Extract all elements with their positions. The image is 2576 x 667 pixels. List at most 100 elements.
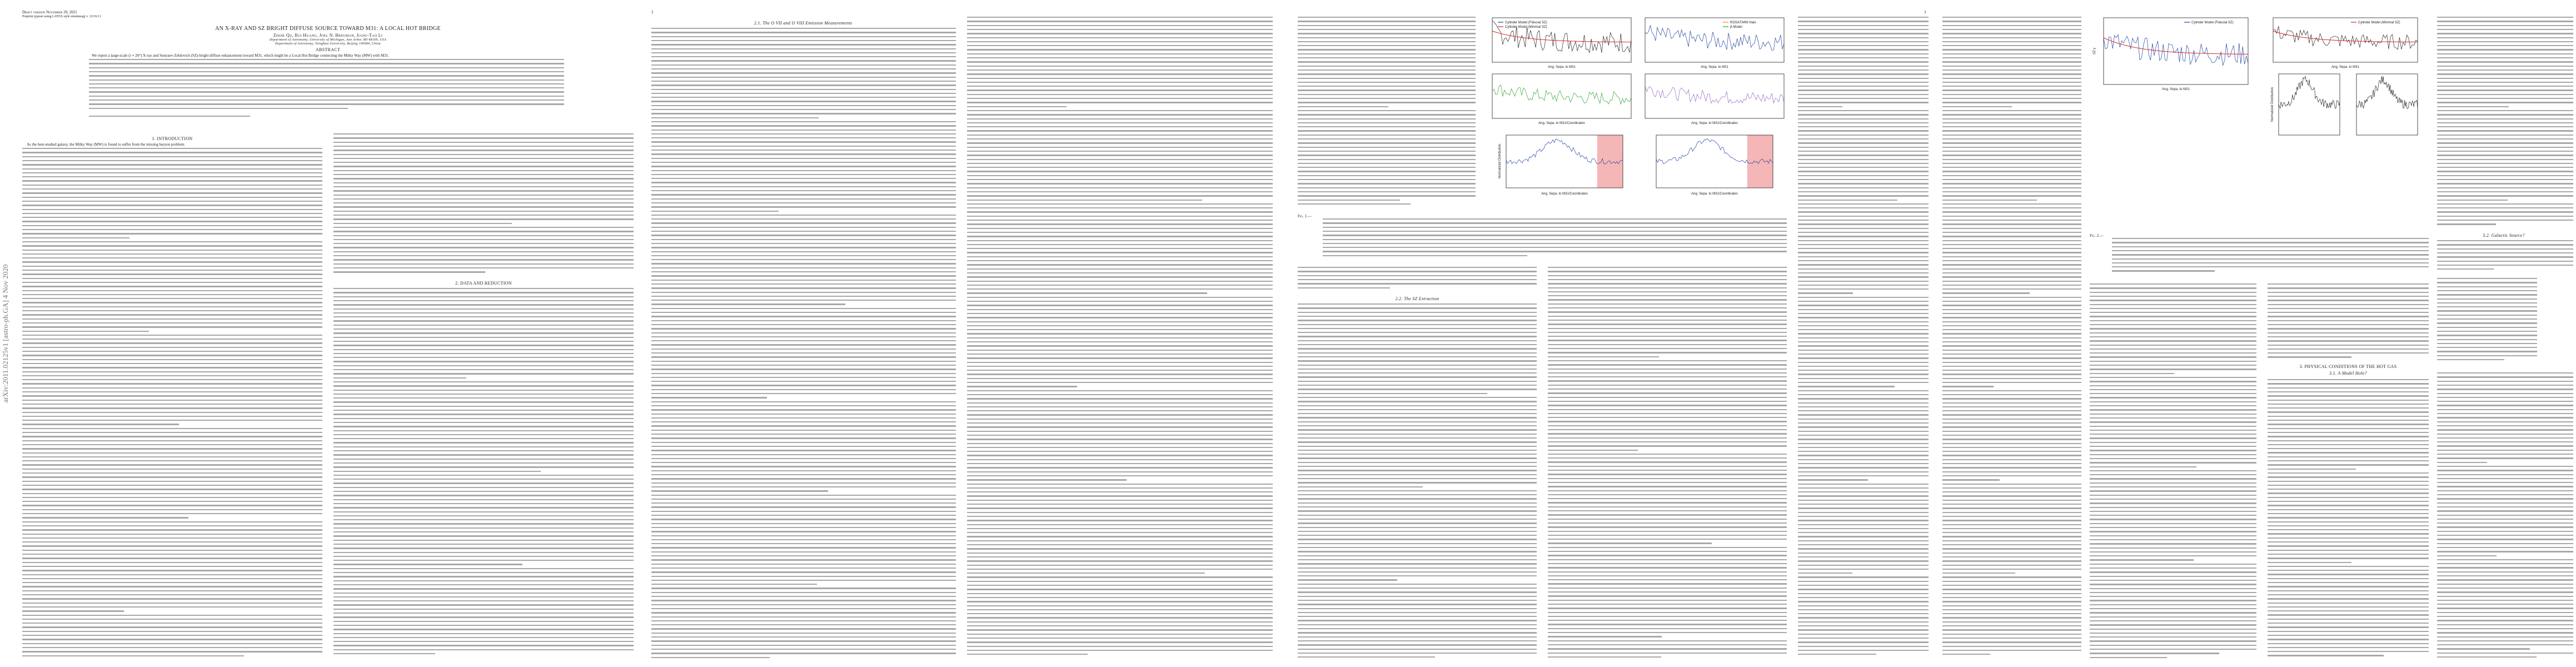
text-line: [333, 312, 634, 314]
text-line: [2112, 246, 2429, 247]
text-line: [22, 265, 322, 267]
text-line: [1323, 255, 1527, 257]
text-line: [1798, 345, 1929, 347]
text-line: [1798, 296, 1929, 298]
text-line: [651, 303, 845, 305]
text-line: [1798, 248, 1929, 250]
text-line: [1798, 361, 1929, 363]
text-line: [1942, 57, 2081, 59]
text-line: [651, 161, 956, 163]
text-line: [2437, 502, 2573, 504]
text-line: [1798, 317, 1929, 318]
text-line: [2090, 344, 2256, 346]
section-heading: 2. DATA AND REDUCTION: [455, 281, 512, 286]
text-line: [651, 457, 956, 460]
text-line: [22, 339, 322, 340]
text-line: [651, 271, 956, 273]
text-line: [1942, 463, 2081, 465]
text-line: [1548, 356, 1660, 357]
text-line: [967, 511, 1273, 513]
text-line: [967, 102, 1273, 103]
text-line: [1298, 392, 1487, 394]
text-line: [2437, 326, 2537, 328]
text-line: [651, 421, 956, 423]
authors: Zhijie Qu, Rui Huang, Joel N. Bregman, J…: [273, 33, 383, 38]
text-line: [1942, 374, 2081, 375]
text-line: [333, 454, 634, 456]
text-line: [967, 28, 1273, 31]
text-line: [333, 458, 634, 460]
text-line: [333, 442, 634, 444]
text-line: [1942, 248, 2081, 250]
text-line: [1548, 441, 1787, 443]
text-line: [1798, 645, 1929, 647]
text-line: [1798, 495, 1929, 497]
text-line: [333, 588, 634, 590]
axes-frame: [1506, 135, 1623, 188]
text-line: [2268, 549, 2429, 551]
text-line: [2437, 542, 2573, 544]
text-line: [1298, 559, 1537, 561]
text-line: [1298, 632, 1537, 634]
text-line: [1942, 410, 2081, 412]
text-line: [1548, 470, 1787, 471]
text-line: [2437, 81, 2573, 83]
text-line: [1942, 187, 2081, 188]
text-line: [2437, 248, 2573, 250]
text-line: [1298, 155, 1476, 156]
text-line: [651, 348, 956, 350]
text-line: [333, 263, 634, 265]
text-line: [2268, 586, 2429, 588]
text-line: [1298, 93, 1476, 96]
text-line: [1798, 142, 1929, 144]
text-line: [1942, 422, 2081, 424]
text-line: [1798, 349, 1929, 351]
text-line: [967, 629, 1273, 631]
text-line: [22, 261, 322, 263]
text-line: [967, 585, 1273, 586]
text-line: [22, 590, 322, 592]
page-number: 3: [1924, 10, 1926, 14]
text-line: [2437, 413, 2573, 415]
section-heading: 3.1. A Model Hole?: [2329, 371, 2367, 376]
text-line: [651, 88, 956, 90]
text-line: [967, 155, 1273, 156]
text-line: [22, 618, 322, 620]
text-line: [1548, 453, 1787, 455]
text-line: [651, 429, 956, 431]
text-line: [1942, 365, 2081, 367]
text-line: [1298, 628, 1537, 630]
text-line: [1798, 150, 1929, 152]
text-line: [2437, 260, 2573, 262]
x-axis-label: Ang. Sepa. to M31/Coordinates: [1541, 192, 1588, 196]
text-line: [1798, 106, 1842, 107]
text-line: [2268, 336, 2429, 338]
y-axis-label: SZ y: [2093, 48, 2096, 54]
text-line: [967, 374, 1273, 375]
text-line: [2268, 399, 2429, 401]
text-line: [333, 547, 634, 549]
text-line: [651, 372, 956, 374]
text-line: [967, 126, 1273, 128]
text-line: [2437, 522, 2573, 524]
text-line: [1323, 247, 1787, 248]
text-line: [651, 291, 956, 293]
text-line: [333, 198, 634, 200]
text-line: [1798, 573, 1853, 574]
text-line: [2268, 456, 2429, 458]
text-line: [2437, 457, 2573, 459]
text-line: [1298, 118, 1476, 120]
text-line: [967, 475, 1273, 477]
text-line: [967, 301, 1273, 302]
text-line: [89, 59, 564, 61]
text-line: [1798, 227, 1929, 229]
text-line: [1298, 599, 1537, 601]
text-line: [22, 623, 322, 624]
text-line: [1298, 271, 1537, 272]
text-line: [1798, 280, 1929, 282]
text-line: [651, 376, 956, 379]
text-line: [333, 170, 634, 172]
text-line: [967, 118, 1273, 120]
text-line: [1942, 495, 2081, 497]
text-line: [333, 629, 634, 630]
